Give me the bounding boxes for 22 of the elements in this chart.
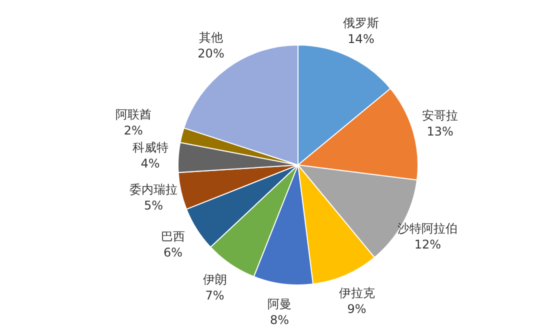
data-label: 6% [164,245,183,260]
slice-label: 伊拉克 [338,286,375,300]
data-label: 2% [124,124,143,138]
slice-label: 阿联酋 [115,108,152,122]
data-label: 12% [414,237,442,252]
data-label: 20% [198,46,224,60]
slice-label: 其他 [199,30,224,44]
slice-label: 伊朗 [202,272,227,286]
data-label: 4% [140,156,160,171]
data-label: 8% [270,312,289,327]
slice-label: 科威特 [132,140,168,155]
data-label: 9% [347,302,366,316]
slice-label: 沙特阿拉伯 [398,221,458,236]
data-label: 5% [144,198,164,212]
slice-label: 委内瑞拉 [130,182,178,196]
slice-label: 俄罗斯 [343,16,380,30]
slice-label: 安哥拉 [422,108,458,123]
slice-label: 阿曼 [267,296,292,311]
data-label: 13% [426,124,454,139]
slice-label: 巴西 [161,229,186,244]
data-label: 14% [348,32,374,46]
data-label: 7% [205,288,224,302]
